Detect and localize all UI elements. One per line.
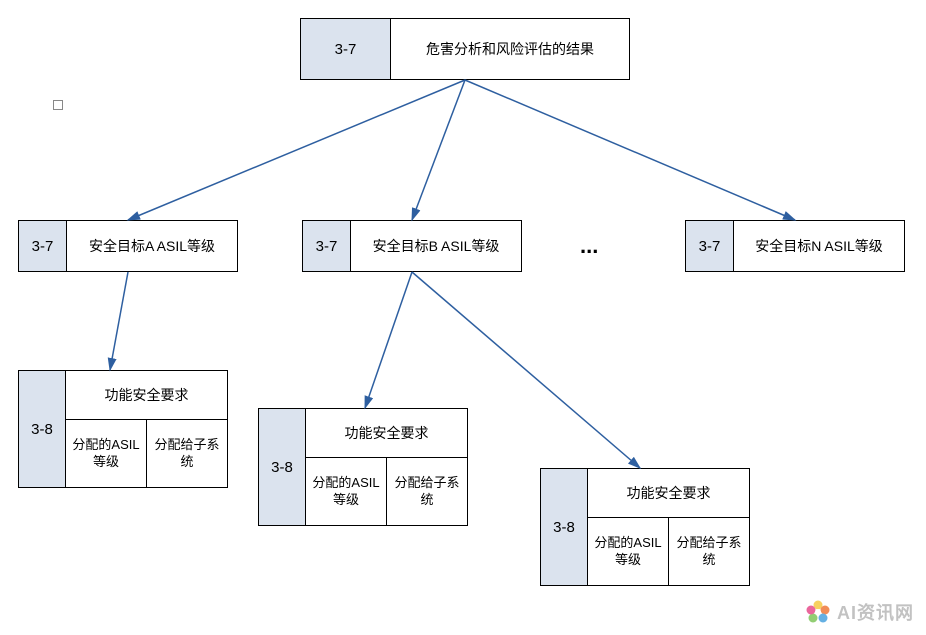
small-marker	[53, 100, 63, 110]
arrows-layer	[0, 0, 926, 635]
fsr-box-1-cell2: 分配给子系统	[147, 420, 228, 488]
fsr-box-2-title: 功能安全要求	[306, 408, 468, 458]
fsr-box-3-title: 功能安全要求	[588, 468, 750, 518]
goal-node-b-label: 安全目标B ASIL等级	[351, 221, 521, 271]
goal-node-n-num: 3-7	[686, 221, 734, 271]
arrow-root-to-b	[412, 80, 465, 220]
watermark-text: AI资讯网	[837, 599, 914, 625]
arrow-root-to-a	[128, 80, 465, 220]
fsr-box-1: 3-8 功能安全要求 分配的ASIL等级 分配给子系统	[18, 370, 228, 488]
fsr-box-1-num: 3-8	[18, 370, 66, 488]
fsr-box-2-cell2: 分配给子系统	[387, 458, 468, 526]
root-node-num: 3-7	[301, 19, 391, 79]
goal-node-a: 3-7 安全目标A ASIL等级	[18, 220, 238, 272]
watermark: AI资讯网	[805, 599, 914, 625]
fsr-box-3-num: 3-8	[540, 468, 588, 586]
root-node: 3-7 危害分析和风险评估的结果	[300, 18, 630, 80]
root-node-label: 危害分析和风险评估的结果	[391, 19, 629, 79]
fsr-box-2: 3-8 功能安全要求 分配的ASIL等级 分配给子系统	[258, 408, 468, 526]
flower-icon	[805, 599, 831, 625]
arrow-b-to-fsr2	[365, 272, 412, 408]
goal-node-b: 3-7 安全目标B ASIL等级	[302, 220, 522, 272]
arrow-a-to-fsr1	[110, 272, 128, 370]
fsr-box-3-cell1: 分配的ASIL等级	[588, 518, 669, 586]
goal-node-a-num: 3-7	[19, 221, 67, 271]
fsr-box-2-cell1: 分配的ASIL等级	[306, 458, 387, 526]
goal-node-n: 3-7 安全目标N ASIL等级	[685, 220, 905, 272]
fsr-box-1-title: 功能安全要求	[66, 370, 228, 420]
arrow-root-to-n	[465, 80, 795, 220]
goal-node-n-label: 安全目标N ASIL等级	[734, 221, 904, 271]
fsr-box-2-num: 3-8	[258, 408, 306, 526]
fsr-box-3: 3-8 功能安全要求 分配的ASIL等级 分配给子系统	[540, 468, 750, 586]
fsr-box-1-cell1: 分配的ASIL等级	[66, 420, 147, 488]
goal-node-a-label: 安全目标A ASIL等级	[67, 221, 237, 271]
ellipsis: ...	[580, 233, 598, 259]
fsr-box-3-cell2: 分配给子系统	[669, 518, 750, 586]
goal-node-b-num: 3-7	[303, 221, 351, 271]
